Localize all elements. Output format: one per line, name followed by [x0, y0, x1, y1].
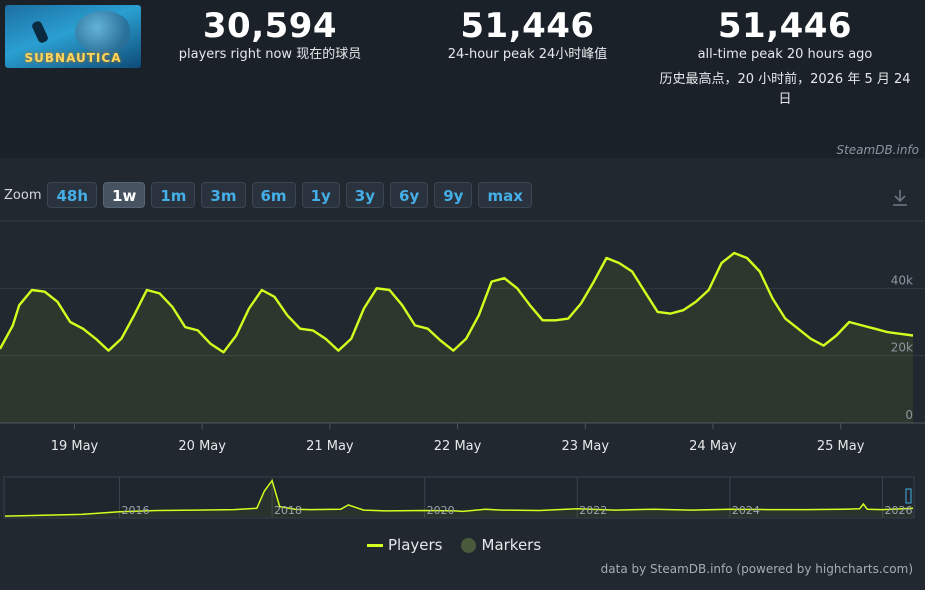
- x-tick-label: 25 May: [817, 439, 865, 454]
- zoom-1m-button[interactable]: 1m: [151, 182, 196, 208]
- navigator-year-label: 2020: [427, 504, 455, 517]
- x-tick-label: 22 May: [434, 439, 482, 454]
- navigator-year-label: 2026: [884, 504, 912, 517]
- all-time-peak-date: 历史最高点，20 小时前，2026 年 5 月 24 日: [659, 72, 911, 107]
- peak-24h-value: 51,446: [460, 6, 595, 46]
- all-time-peak-value: 51,446: [717, 6, 853, 46]
- players-now-stat: 30,594 players right now 现在的球员: [165, 6, 375, 64]
- players-series-area: [0, 253, 913, 423]
- creature-art: [75, 11, 130, 53]
- game-header-image[interactable]: SUBNAUTICA: [5, 5, 141, 68]
- navigator-series-line: [4, 478, 914, 517]
- download-icon[interactable]: [890, 188, 910, 208]
- x-tick-label: 23 May: [561, 439, 609, 454]
- navigator-handle[interactable]: [905, 488, 912, 504]
- zoom-controls: Zoom 48h 1w 1m 3m 6m 1y 3y 6y 9y max: [4, 182, 538, 208]
- y-tick-label: 40k: [891, 273, 913, 287]
- zoom-3y-button[interactable]: 3y: [345, 182, 385, 208]
- navigator-year-label: 2024: [732, 504, 760, 517]
- x-tick-label: 21 May: [306, 439, 354, 454]
- x-tick-label: 24 May: [689, 439, 737, 454]
- peak-24h-label: 24-hour peak 24小时峰值: [447, 47, 608, 62]
- players-now-label: players right now 现在的球员: [178, 47, 362, 62]
- zoom-label: Zoom: [4, 187, 42, 203]
- legend-players-label: Players: [388, 536, 443, 554]
- navigator-year-label: 2018: [274, 504, 302, 517]
- players-series-line: [0, 251, 914, 354]
- chart-legend: Players Markers: [367, 536, 559, 554]
- diver-art: [30, 19, 50, 45]
- steamdb-credit-top[interactable]: SteamDB.info: [836, 143, 919, 157]
- zoom-6m-button[interactable]: 6m: [251, 182, 296, 208]
- x-tick-label: 20 May: [178, 439, 226, 454]
- players-line-symbol: [367, 543, 383, 547]
- zoom-max-button[interactable]: max: [478, 182, 532, 208]
- zoom-3m-button[interactable]: 3m: [201, 182, 246, 208]
- players-now-value: 30,594: [202, 6, 338, 46]
- navigator-year-label: 2022: [579, 504, 607, 517]
- x-tick-label: 19 May: [51, 439, 99, 454]
- y-tick-label: 20k: [891, 341, 913, 355]
- zoom-48h-button[interactable]: 48h: [47, 182, 98, 208]
- all-time-peak-stat: 51,446 all-time peak 20 hours ago 历史最高点，…: [655, 6, 915, 110]
- peak-24h-stat: 51,446 24-hour peak 24小时峰值: [420, 6, 635, 64]
- stats-header: SUBNAUTICA 30,594 players right now 现在的球…: [0, 0, 925, 140]
- legend-item-markers[interactable]: Markers: [460, 536, 542, 554]
- markers-dot-symbol: [460, 537, 476, 553]
- navigator-series-area: [5, 480, 913, 517]
- zoom-1w-button[interactable]: 1w: [103, 182, 146, 208]
- steamdb-credit-bottom[interactable]: data by SteamDB.info (powered by highcha…: [600, 562, 913, 576]
- zoom-6y-button[interactable]: 6y: [390, 182, 429, 208]
- zoom-9y-button[interactable]: 9y: [434, 182, 473, 208]
- legend-item-players[interactable]: Players: [367, 536, 443, 554]
- legend-markers-label: Markers: [481, 536, 542, 554]
- navigator-overview-chart[interactable]: 2016 2018 2020 2022 2024 2026: [0, 475, 925, 520]
- player-count-chart[interactable]: 0 20k 40k 19 May 20 May 21 May 22 May 23 May 24…: [0, 215, 925, 460]
- game-logo: SUBNAUTICA: [24, 51, 122, 65]
- zoom-1y-button[interactable]: 1y: [301, 182, 340, 208]
- y-tick-label: 0: [905, 408, 913, 422]
- all-time-peak-label: all-time peak 20 hours ago: [697, 47, 873, 62]
- navigator-year-label: 2016: [121, 504, 149, 517]
